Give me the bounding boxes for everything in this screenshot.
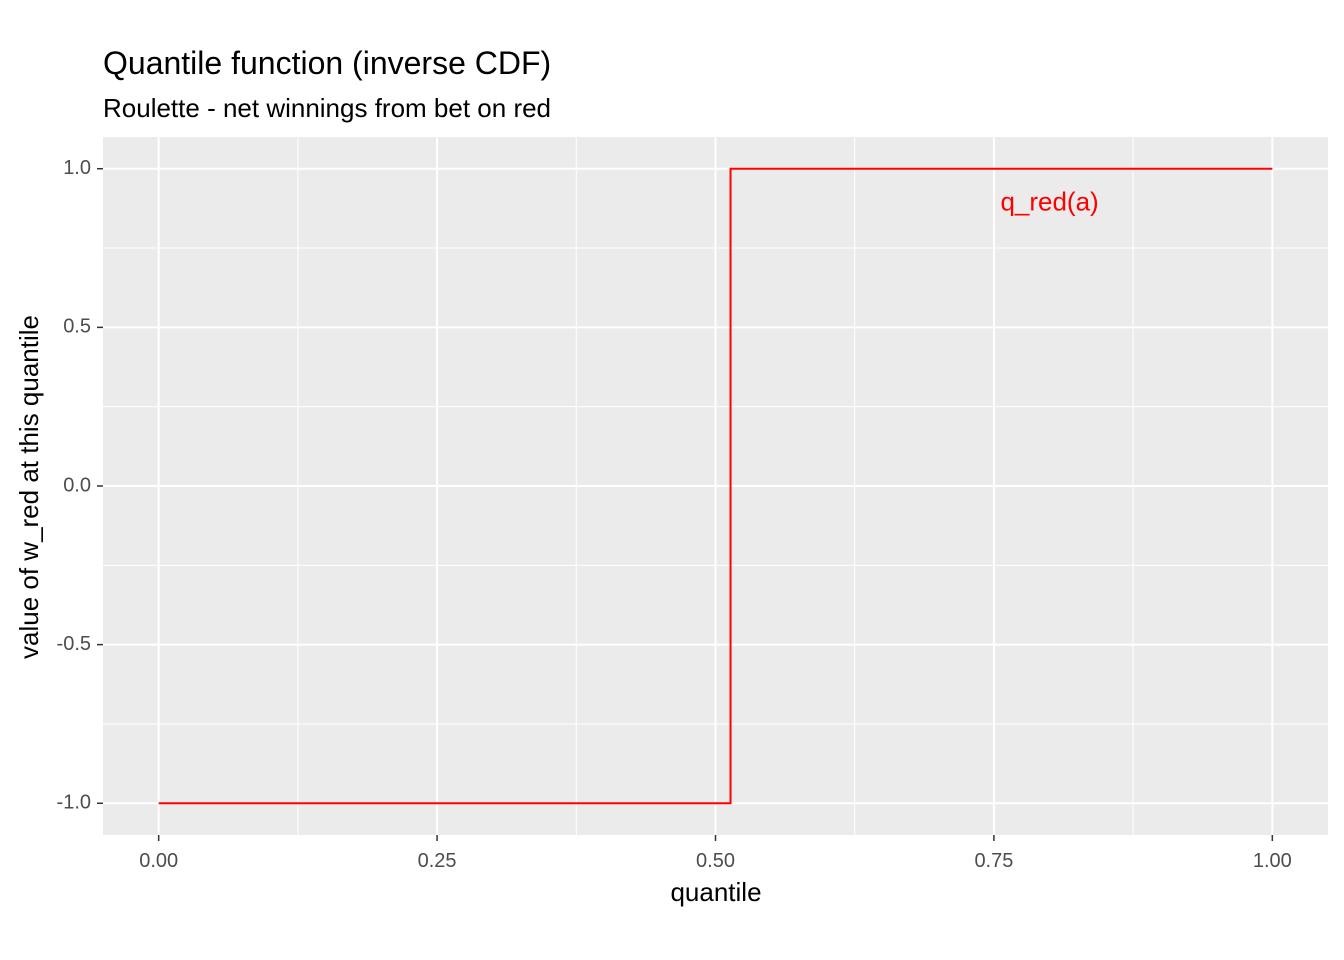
annotation-label: q_red(a) — [1000, 187, 1098, 217]
y-axis: -1.0 -0.5 0.0 0.5 1.0 — [57, 157, 103, 814]
x-axis: 0.00 0.25 0.50 0.75 1.00 — [139, 835, 1292, 872]
annotation-layer: q_red(a) — [1000, 187, 1098, 217]
chart-title: Quantile function (inverse CDF) — [103, 45, 551, 81]
y-tick-label: 0.0 — [63, 474, 91, 496]
y-tick-label: -1.0 — [57, 792, 91, 814]
quantile-step-line — [158, 167, 1273, 805]
y-axis-title: value of w_red at this quantile — [14, 315, 44, 659]
x-axis-title: quantile — [670, 877, 761, 907]
y-tick-label: -0.5 — [57, 633, 91, 655]
chart-subtitle: Roulette - net winnings from bet on red — [103, 93, 551, 123]
y-tick-label: 0.5 — [63, 316, 91, 338]
y-tick-label: 1.0 — [63, 157, 91, 179]
x-tick-label: 1.00 — [1253, 850, 1292, 872]
x-tick-label: 0.00 — [139, 850, 178, 872]
x-tick-label: 0.75 — [974, 850, 1013, 872]
series-layer — [158, 167, 1273, 805]
x-tick-label: 0.50 — [696, 850, 735, 872]
x-tick-label: 0.25 — [418, 850, 457, 872]
